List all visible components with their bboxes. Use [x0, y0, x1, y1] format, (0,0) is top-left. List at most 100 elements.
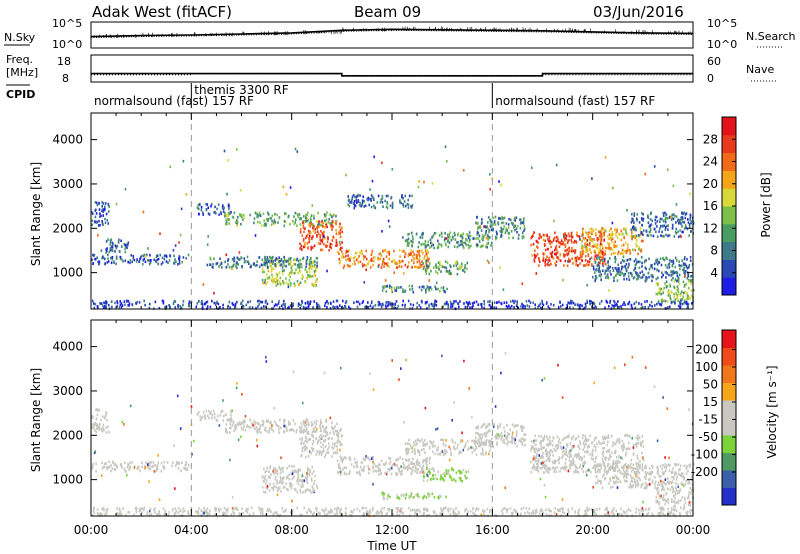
heatmap-cell	[503, 434, 506, 437]
heatmap-cell	[369, 304, 372, 308]
heatmap-cell	[684, 272, 686, 275]
heatmap-cell	[289, 257, 292, 260]
heatmap-cell	[434, 301, 436, 304]
heatmap-cell	[459, 234, 462, 238]
heatmap-cell	[258, 299, 260, 303]
heatmap-cell	[340, 458, 342, 462]
heatmap-cell	[420, 470, 422, 473]
heatmap-cell	[169, 305, 171, 309]
heatmap-cell	[293, 487, 296, 491]
heatmap-cell	[426, 464, 428, 467]
heatmap-cell	[492, 445, 494, 449]
heatmap-cell	[588, 260, 591, 264]
heatmap-cell	[108, 303, 110, 307]
heatmap-cell	[328, 249, 330, 252]
heatmap-cell	[339, 466, 341, 469]
heatmap-cell	[466, 239, 468, 242]
heatmap-cell	[319, 450, 321, 453]
heatmap-cell	[645, 278, 647, 281]
heatmap-cell	[349, 201, 351, 204]
heatmap-cell	[427, 470, 429, 474]
heatmap-cell	[401, 469, 403, 473]
heatmap-cell	[663, 235, 665, 238]
heatmap-cell	[312, 430, 315, 434]
heatmap-cell	[635, 258, 637, 261]
heatmap-cell	[250, 426, 252, 429]
noise-panel	[90, 26, 694, 39]
heatmap-cell	[568, 257, 570, 261]
heatmap-cell	[589, 299, 591, 303]
heatmap-cell	[326, 433, 329, 436]
heatmap-cell	[450, 476, 453, 480]
heatmap-cell	[281, 269, 284, 273]
heatmap-cell	[99, 302, 102, 305]
heatmap-cell	[107, 222, 110, 225]
heatmap-cell	[441, 235, 443, 238]
heatmap-cell	[681, 259, 683, 262]
heatmap-cell	[690, 221, 692, 225]
heatmap-cell	[372, 456, 374, 459]
noise-left-label: N.Sky	[4, 31, 36, 44]
heatmap-cell	[312, 235, 314, 238]
heatmap-cell	[135, 302, 138, 305]
heatmap-cell	[422, 232, 424, 236]
heatmap-cell	[616, 272, 618, 276]
heatmap-cell	[111, 245, 114, 249]
heatmap-cell	[225, 431, 228, 434]
heatmap-cell	[201, 415, 204, 419]
heatmap-cell	[630, 303, 633, 307]
heatmap-cell	[505, 304, 508, 308]
heatmap-cell	[222, 306, 224, 310]
heatmap-cell	[567, 239, 569, 242]
heatmap-cell	[95, 212, 98, 215]
heatmap-cell	[554, 261, 556, 265]
heatmap-cell	[502, 440, 504, 444]
heatmap-cell	[310, 421, 313, 424]
heatmap-cell	[331, 215, 333, 219]
heatmap-cell	[198, 203, 201, 206]
heatmap-cell	[557, 238, 559, 242]
heatmap-cell	[264, 261, 267, 265]
heatmap-cell	[228, 265, 231, 269]
heatmap-cell	[276, 280, 278, 283]
heatmap-cell	[492, 223, 495, 226]
heatmap-cell	[149, 253, 151, 257]
heatmap-cell	[480, 229, 483, 232]
heatmap-cell	[634, 236, 636, 239]
heatmap-cell	[548, 264, 551, 267]
heatmap-cell	[325, 245, 327, 248]
heatmap-cell	[345, 249, 348, 253]
heatmap-cell	[248, 425, 250, 429]
heatmap-cell	[689, 213, 692, 217]
heatmap-cell	[524, 433, 527, 436]
heatmap-cell	[242, 428, 244, 431]
heatmap-cell	[385, 306, 387, 310]
heatmap-cell	[357, 300, 360, 304]
heatmap-cell	[343, 456, 346, 459]
heatmap-cell	[337, 435, 339, 438]
heatmap-cell	[293, 475, 295, 479]
heatmap-cell	[491, 177, 493, 181]
heatmap-cell	[102, 304, 104, 308]
heatmap-cell	[136, 467, 139, 470]
heatmap-cell	[505, 227, 508, 230]
heatmap-cell	[584, 250, 586, 254]
heatmap-cell	[440, 495, 442, 498]
heatmap-cell	[302, 420, 305, 424]
heatmap-cell	[406, 238, 408, 242]
heatmap-cell	[623, 277, 625, 281]
heatmap-cell	[341, 246, 343, 250]
heatmap-cell	[308, 239, 311, 242]
heatmap-cell	[263, 219, 265, 222]
heatmap-cell	[574, 251, 576, 255]
heatmap-cell	[282, 260, 285, 263]
heatmap-cell	[463, 445, 466, 449]
heatmap-cell	[669, 294, 671, 298]
heatmap-cell	[303, 446, 305, 449]
heatmap-cell	[323, 430, 325, 433]
heatmap-cell	[118, 238, 120, 241]
heatmap-cell	[299, 307, 302, 310]
heatmap-cell	[340, 246, 342, 250]
heatmap-cell	[329, 213, 331, 216]
heatmap-cell	[594, 271, 596, 274]
